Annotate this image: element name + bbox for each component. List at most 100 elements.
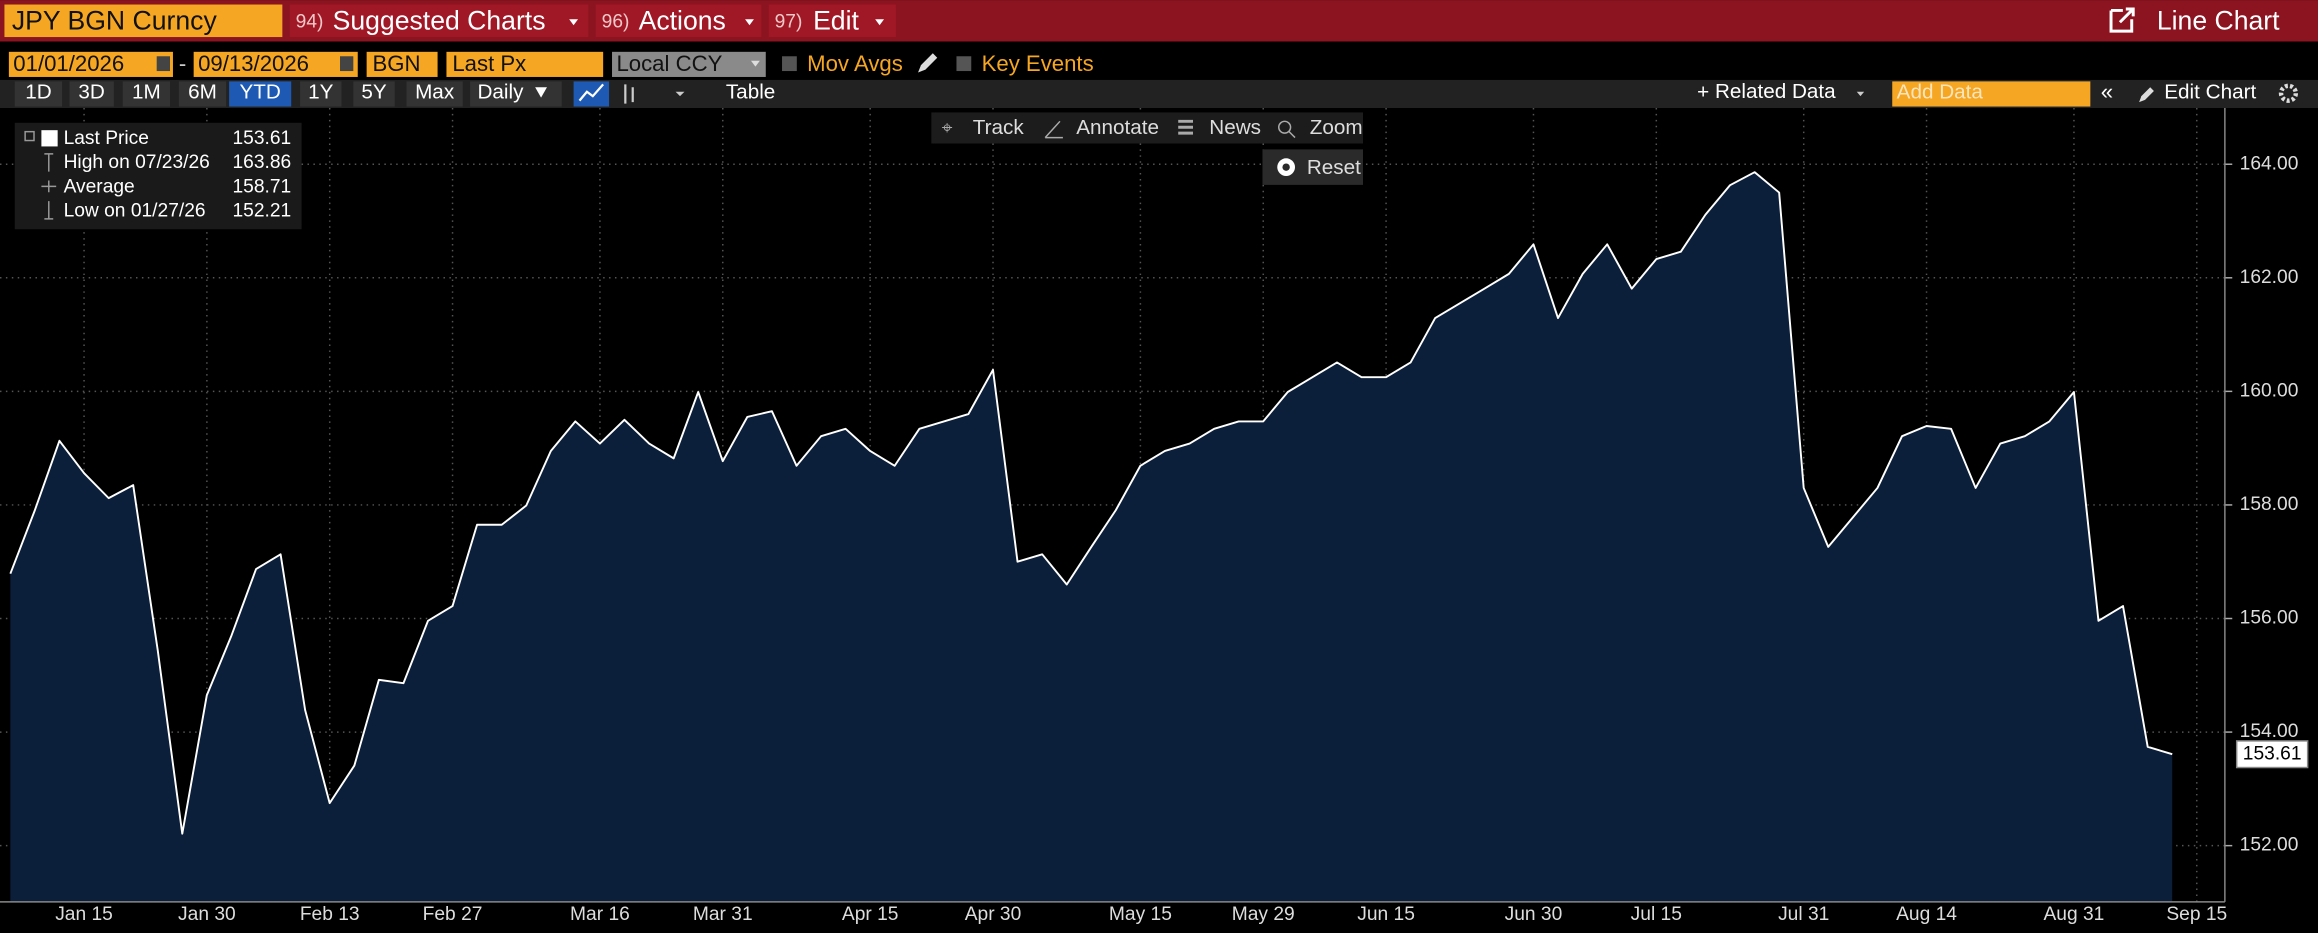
dropdown-arrow [750,60,760,67]
period: 1Y [308,81,334,104]
x-tick-label: May 29 [1232,904,1295,925]
edit-chart[interactable]: Edit Chart [2164,81,2256,104]
popout-icon [2109,7,2135,33]
add-data: Add Data [1897,81,1984,104]
chart-tools: ⌖ Track Annotate News Zoom Reset [931,112,1364,185]
menu-key: 97) [775,11,803,32]
track-icon: ⌖ [942,118,953,139]
chart-type[interactable]: Line Chart [2157,5,2280,35]
checkbox[interactable] [956,56,972,72]
period: 1D [25,81,51,104]
reset: Reset [1307,156,1361,179]
related-data[interactable]: + Related Data [1697,81,1836,104]
checkbox[interactable] [782,56,797,72]
menu-key: 94) [296,11,324,32]
legend-value: 152.21 [232,200,291,221]
x-tick-label: Jul 31 [1778,904,1829,925]
tool[interactable]: Zoom [1310,116,1363,139]
last-price-label: 153.61 [2243,743,2302,764]
calendar-icon [340,56,354,72]
period-button[interactable] [69,81,114,107]
legend-label: Last Price [64,128,149,149]
zoom-icon [1288,131,1296,139]
x-tick-label: Aug 14 [1896,904,1957,925]
menu-bg[interactable] [289,4,589,38]
period-button[interactable] [406,81,463,107]
menu-label: Actions [639,5,726,35]
security-field[interactable] [4,4,283,38]
pencil-icon [2139,87,2154,103]
collapse-icon[interactable]: « [2101,79,2113,104]
security: JPY BGN Curncy [12,5,218,35]
x-tick-label: Apr 15 [842,904,899,925]
end-date: 09/13/2026 [198,51,309,76]
menu-key: 96) [602,11,630,32]
menu-label: Suggested Charts [333,5,546,35]
period-button[interactable] [353,81,395,107]
x-tick-label: Mar 31 [693,904,753,925]
period: 5Y [361,81,387,104]
y-tick-label: 162.00 [2240,267,2299,288]
currency-field[interactable] [612,51,766,77]
annotate-icon [1044,120,1063,139]
settings-icon[interactable] [2278,83,2299,103]
start-date: 01/01/2026 [13,51,124,76]
period-button[interactable] [229,81,292,107]
dropdown-arrow [569,19,579,26]
x-tick-label: Feb 27 [423,904,483,925]
menus: 94) Suggested Charts 96) Actions 97) Edi… [289,4,896,38]
x-tick-label: Jun 30 [1505,904,1563,925]
period: YTD [239,81,280,104]
currency: Local CCY [616,51,722,76]
legend-box [14,122,302,230]
key-events: Key Events [982,51,1094,76]
frequency: Daily [477,81,524,104]
tool[interactable]: Annotate [1076,116,1159,139]
dropdown-arrow [745,19,754,26]
x-tick-label: Jul 15 [1631,904,1682,925]
tool[interactable]: Track [973,116,1025,139]
period-button[interactable] [122,81,171,107]
start-date-field[interactable] [8,51,173,77]
legend-label: Low on 01/27/26 [64,200,206,221]
news-icon [1178,119,1194,135]
y-tick-label: 154.00 [2240,721,2299,742]
y-tick-label: 158.00 [2240,494,2299,515]
period-button[interactable] [178,81,227,107]
x-tick-label: Sep 15 [2166,904,2227,925]
period-button[interactable] [300,81,342,107]
end-date-field[interactable] [193,51,358,77]
zoom-icon [1278,120,1292,134]
add-data-field[interactable] [1892,81,2091,107]
dropdown-arrow [675,91,685,97]
table-button[interactable]: Table [726,81,775,104]
x-tick-label: Aug 31 [2044,904,2105,925]
menu-bg[interactable] [595,4,762,38]
period-button[interactable] [14,81,63,107]
frequency-button[interactable] [470,81,562,107]
reset-icon [1282,163,1290,171]
field-field[interactable] [446,51,604,77]
tool[interactable]: News [1209,116,1261,139]
period: 6M [188,81,217,104]
area [10,172,2173,902]
dropdown-arrow [875,19,885,26]
related-data-label: Related Data [1715,81,1836,104]
y-tick-label: 164.00 [2240,153,2299,174]
menu-bg[interactable] [768,4,896,38]
last-price-badge [2235,740,2309,769]
date-separator: - [179,51,186,76]
period: 1M [132,81,161,104]
calendar-icon [156,56,171,72]
x-tick-label: Mar 16 [570,904,630,925]
mov-avgs: Mov Avgs [807,51,903,76]
legend-label: Average [64,176,135,197]
bar-icon [624,84,634,104]
source-field[interactable] [366,51,438,77]
period: 3D [78,81,104,104]
x-tick-label: May 15 [1109,904,1172,925]
legend-swatch [41,130,58,147]
x-tick-label: Jun 15 [1357,904,1415,925]
